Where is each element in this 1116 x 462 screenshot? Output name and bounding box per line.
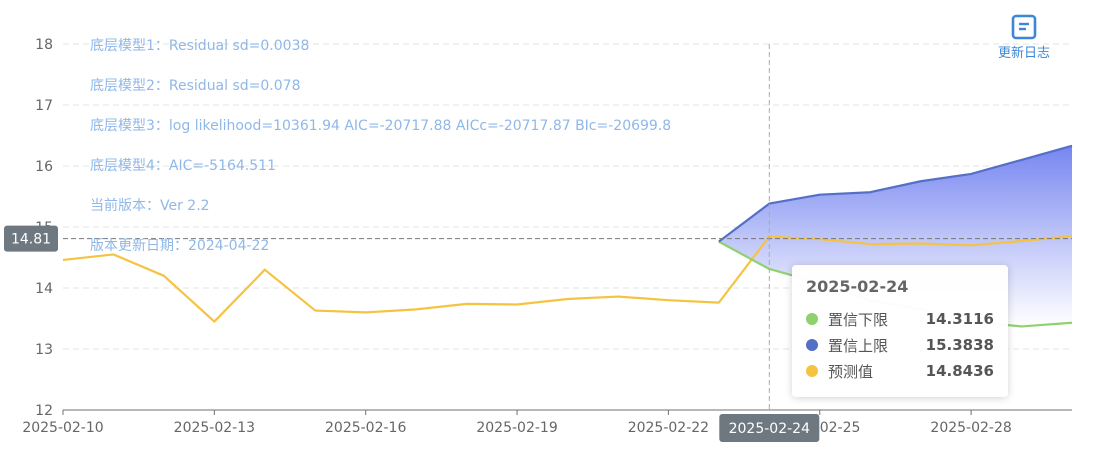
changelog-label: 更新日志 [997,46,1050,61]
x-tick-label: 2025-02-19 [476,420,557,436]
tooltip-dot [806,365,818,377]
x-tick-label: 2025-02-10 [22,420,103,436]
tooltip-series-value: 14.3116 [925,310,994,328]
x-tick-label: 2025-02-22 [628,420,709,436]
crosshair-axis-badge [719,414,820,442]
note-model-3: 底层模型3：log likelihood=10361.94 AIC=-20717… [90,118,672,134]
chart-tooltip: 2025-02-24 置信下限 14.3116 置信上限 15.3838 预测值… [792,265,1008,397]
changelog-button[interactable]: 更新日志 [990,14,1058,61]
tooltip-row-lower: 置信下限 14.3116 [806,306,994,332]
tooltip-series-value: 14.8436 [925,362,994,380]
forecast-line [62,235,1073,323]
crosshair-axis-label: 2025-02-24 [729,421,810,437]
reference-value-badge [4,225,58,252]
tooltip-dot [806,339,818,351]
note-version: 当前版本：Ver 2.2 [90,198,210,214]
tooltip-series-value: 15.3838 [925,336,994,354]
upper-bound-line [718,144,1073,243]
note-model-1: 底层模型1：Residual sd=0.0038 [90,38,310,54]
tooltip-dot [806,313,818,325]
tooltip-row-forecast: 预测值 14.8436 [806,358,994,384]
y-tick-label: 13 [35,342,53,358]
document-icon [1011,14,1037,40]
note-model-4: 底层模型4：AIC=-5164.511 [90,158,276,174]
reference-value-label: 14.81 [11,232,51,248]
tooltip-date: 2025-02-24 [806,277,909,296]
x-tick-label: 2025-02-16 [325,420,406,436]
x-tick-label: 2025-02-28 [930,420,1011,436]
tooltip-series-name: 置信上限 [828,336,889,355]
tooltip-row-upper: 置信上限 15.3838 [806,332,994,358]
tooltip-series-name: 置信下限 [828,310,889,329]
y-tick-label: 18 [35,37,53,53]
y-tick-label: 12 [35,403,53,419]
note-version-date: 版本更新日期：2024-04-22 [90,238,270,254]
y-tick-label: 17 [35,98,53,114]
note-model-2: 底层模型2：Residual sd=0.078 [90,78,301,94]
x-tick-label: 2025-02-13 [174,420,255,436]
y-tick-label: 16 [35,159,53,175]
tooltip-series-name: 预测值 [828,362,874,381]
model-notes: 底层模型1：Residual sd=0.0038 底层模型2：Residual … [90,36,671,276]
y-tick-label: 14 [35,281,53,297]
